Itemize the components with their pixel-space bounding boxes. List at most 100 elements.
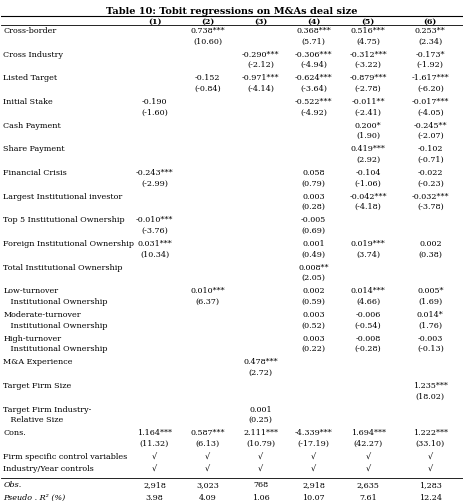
- Text: 12.24: 12.24: [418, 493, 441, 501]
- Text: 1,283: 1,283: [418, 481, 441, 489]
- Text: (-4.18): (-4.18): [354, 203, 381, 211]
- Text: 0.002: 0.002: [302, 287, 324, 295]
- Text: Top 5 Institutional Ownership: Top 5 Institutional Ownership: [3, 216, 125, 224]
- Text: Relative Size: Relative Size: [3, 416, 63, 424]
- Text: 2,635: 2,635: [356, 481, 379, 489]
- Text: (2.34): (2.34): [417, 38, 442, 46]
- Text: -0.971***: -0.971***: [241, 74, 279, 82]
- Text: -0.290***: -0.290***: [241, 51, 279, 59]
- Text: 2.111***: 2.111***: [243, 429, 277, 437]
- Text: -1.617***: -1.617***: [411, 74, 448, 82]
- Text: (1): (1): [147, 18, 161, 26]
- Text: (0.59): (0.59): [301, 298, 325, 306]
- Text: 10.07: 10.07: [302, 493, 324, 501]
- Text: 0.003: 0.003: [302, 335, 324, 343]
- Text: 0.010***: 0.010***: [190, 287, 225, 295]
- Text: (-0.84): (-0.84): [194, 85, 220, 93]
- Text: (0.49): (0.49): [301, 250, 325, 259]
- Text: (6.37): (6.37): [195, 298, 219, 306]
- Text: Target Firm Size: Target Firm Size: [3, 382, 71, 390]
- Text: √: √: [427, 465, 432, 473]
- Text: (-0.54): (-0.54): [354, 322, 381, 330]
- Text: 0.001: 0.001: [302, 240, 324, 248]
- Text: 0.587***: 0.587***: [190, 429, 224, 437]
- Text: Financial Crisis: Financial Crisis: [3, 169, 67, 177]
- Text: (-4.94): (-4.94): [300, 61, 326, 69]
- Text: Cross Industry: Cross Industry: [3, 51, 63, 59]
- Text: 0.002: 0.002: [418, 240, 441, 248]
- Text: (-0.71): (-0.71): [416, 156, 443, 164]
- Text: 0.058: 0.058: [302, 169, 324, 177]
- Text: Institutional Ownership: Institutional Ownership: [3, 298, 107, 306]
- Text: (2.92): (2.92): [355, 156, 379, 164]
- Text: √: √: [205, 453, 210, 461]
- Text: (-3.78): (-3.78): [416, 203, 443, 211]
- Text: -0.152: -0.152: [194, 74, 220, 82]
- Text: (-3.76): (-3.76): [141, 227, 168, 235]
- Text: -0.022: -0.022: [417, 169, 442, 177]
- Text: -0.042***: -0.042***: [349, 192, 386, 200]
- Text: √: √: [257, 465, 263, 473]
- Text: -0.173*: -0.173*: [415, 51, 444, 59]
- Text: 0.003: 0.003: [302, 311, 324, 319]
- Text: (-1.60): (-1.60): [141, 109, 168, 117]
- Text: -0.032***: -0.032***: [411, 192, 448, 200]
- Text: (0.25): (0.25): [248, 416, 272, 424]
- Text: (-4.92): (-4.92): [300, 109, 326, 117]
- Text: Share Payment: Share Payment: [3, 145, 65, 153]
- Text: -0.624***: -0.624***: [294, 74, 332, 82]
- Text: (-4.14): (-4.14): [247, 85, 274, 93]
- Text: 0.253**: 0.253**: [414, 27, 445, 35]
- Text: (4): (4): [307, 18, 319, 26]
- Text: 0.014***: 0.014***: [350, 287, 385, 295]
- Text: (-1.06): (-1.06): [354, 179, 381, 187]
- Text: (0.38): (0.38): [418, 250, 441, 259]
- Text: (3.74): (3.74): [355, 250, 379, 259]
- Text: (42.27): (42.27): [353, 440, 382, 448]
- Text: -0.190: -0.190: [142, 98, 167, 106]
- Text: 1.222***: 1.222***: [412, 429, 447, 437]
- Text: √: √: [310, 453, 315, 461]
- Text: 2,918: 2,918: [143, 481, 166, 489]
- Text: 1.06: 1.06: [251, 493, 269, 501]
- Text: √: √: [365, 453, 370, 461]
- Text: (-3.64): (-3.64): [300, 85, 326, 93]
- Text: -0.243***: -0.243***: [135, 169, 173, 177]
- Text: √: √: [151, 465, 157, 473]
- Text: (0.52): (0.52): [301, 322, 325, 330]
- Text: (-1.92): (-1.92): [416, 61, 443, 69]
- Text: (6): (6): [423, 18, 436, 26]
- Text: 0.005*: 0.005*: [416, 287, 443, 295]
- Text: (10.60): (10.60): [193, 38, 222, 46]
- Text: -0.005: -0.005: [300, 216, 325, 224]
- Text: (2.72): (2.72): [248, 369, 272, 377]
- Text: Foreign Institutional Ownership: Foreign Institutional Ownership: [3, 240, 134, 248]
- Text: 7.61: 7.61: [358, 493, 376, 501]
- Text: (1.90): (1.90): [355, 132, 379, 140]
- Text: -0.245**: -0.245**: [413, 122, 446, 130]
- Text: (2.05): (2.05): [301, 274, 325, 282]
- Text: 0.478***: 0.478***: [243, 358, 277, 366]
- Text: (-2.41): (-2.41): [354, 109, 381, 117]
- Text: (11.32): (11.32): [139, 440, 169, 448]
- Text: 2,918: 2,918: [301, 481, 325, 489]
- Text: (2): (2): [200, 18, 214, 26]
- Text: (-2.12): (-2.12): [247, 61, 274, 69]
- Text: Table 10: Tobit regressions on M&As deal size: Table 10: Tobit regressions on M&As deal…: [106, 7, 357, 16]
- Text: (-2.78): (-2.78): [354, 85, 381, 93]
- Text: -0.312***: -0.312***: [349, 51, 386, 59]
- Text: 3.98: 3.98: [145, 493, 163, 501]
- Text: (3): (3): [253, 18, 267, 26]
- Text: 1.694***: 1.694***: [350, 429, 385, 437]
- Text: 0.014*: 0.014*: [416, 311, 443, 319]
- Text: Cross-border: Cross-border: [3, 27, 56, 35]
- Text: 0.419***: 0.419***: [350, 145, 385, 153]
- Text: (10.79): (10.79): [245, 440, 275, 448]
- Text: High-turnover: High-turnover: [3, 335, 61, 343]
- Text: M&A Experience: M&A Experience: [3, 358, 73, 366]
- Text: -4.339***: -4.339***: [294, 429, 332, 437]
- Text: -0.006: -0.006: [355, 311, 380, 319]
- Text: (-4.05): (-4.05): [416, 109, 443, 117]
- Text: 0.001: 0.001: [249, 406, 271, 414]
- Text: 0.019***: 0.019***: [350, 240, 385, 248]
